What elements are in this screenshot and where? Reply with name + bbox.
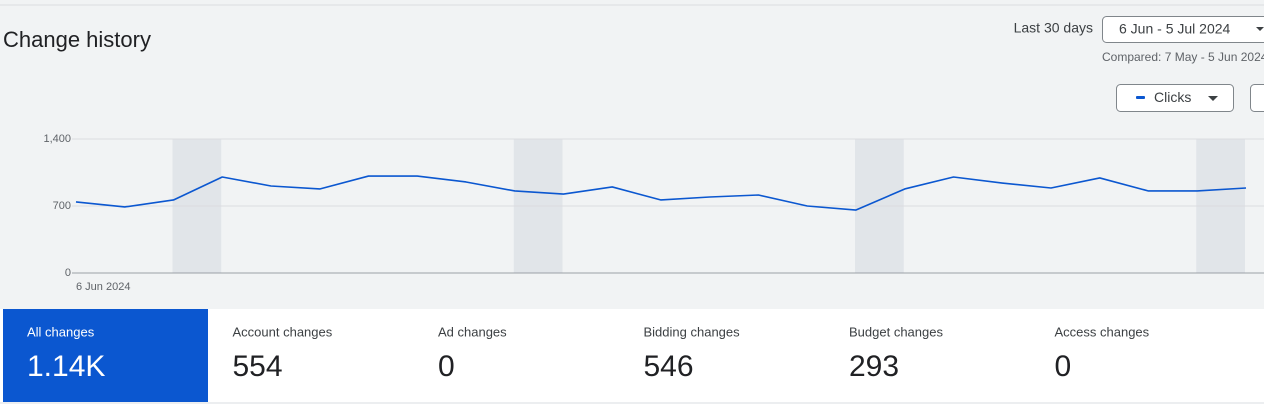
stat-value[interactable]: 293 xyxy=(849,350,899,383)
stat-value[interactable]: 0 xyxy=(438,350,455,383)
x-tick-label: 6 Jun 2024 xyxy=(76,281,130,293)
stat-value[interactable]: 546 xyxy=(644,350,694,383)
stat-card[interactable]: Ad changes 0 xyxy=(438,324,507,382)
stat-value[interactable]: 554 xyxy=(233,350,283,383)
stat-label[interactable]: Account changes xyxy=(233,324,333,339)
dropdown-arrow xyxy=(1208,96,1218,101)
stat-label[interactable]: All changes xyxy=(27,324,95,339)
compared-range: Compared: 7 May - 5 Jun 2024 xyxy=(1102,50,1264,64)
stat-card[interactable]: Access changes 0 xyxy=(1055,324,1150,382)
stat-label[interactable]: Budget changes xyxy=(849,324,943,339)
y-tick-label: 700 xyxy=(53,200,71,212)
dropdown-box[interactable] xyxy=(1102,16,1264,43)
page-title: Change history xyxy=(3,27,151,52)
stat-card[interactable]: Account changes 554 xyxy=(233,324,333,382)
stat-value[interactable]: 1.14K xyxy=(27,350,105,383)
series-line xyxy=(75,175,1247,211)
stat-card[interactable]: All changes 1.14K xyxy=(3,309,208,402)
metric-button[interactable] xyxy=(1116,84,1234,112)
y-tick-label: 0 xyxy=(65,267,71,279)
stat-label[interactable]: Ad changes xyxy=(438,324,507,339)
chart: 0 700 1,400 6 Jun 2024 xyxy=(43,133,1264,293)
dropdown-arrow xyxy=(1256,27,1264,31)
stat-label[interactable]: Access changes xyxy=(1055,324,1150,339)
stat-value[interactable]: 0 xyxy=(1055,350,1072,383)
secondary-metric-button[interactable] xyxy=(1250,84,1264,112)
metric-dropdown[interactable]: Clicks xyxy=(1116,84,1234,112)
stat-card-selected[interactable] xyxy=(3,309,208,402)
range-label: Last 30 days xyxy=(1014,20,1093,36)
metric-swatch xyxy=(1136,96,1145,99)
stats-row: All changes 1.14K Account changes 554 Ad cha… xyxy=(3,309,1150,402)
metric-name[interactable]: Clicks xyxy=(1154,89,1191,105)
stat-card[interactable]: Bidding changes 546 xyxy=(644,324,741,382)
stat-card[interactable]: Budget changes 293 xyxy=(849,324,943,382)
date-range-dropdown[interactable]: 6 Jun - 5 Jul 2024 xyxy=(1102,16,1264,43)
stat-label[interactable]: Bidding changes xyxy=(644,324,741,339)
y-tick-label: 1,400 xyxy=(43,133,71,145)
date-range[interactable]: 6 Jun - 5 Jul 2024 xyxy=(1119,21,1231,37)
